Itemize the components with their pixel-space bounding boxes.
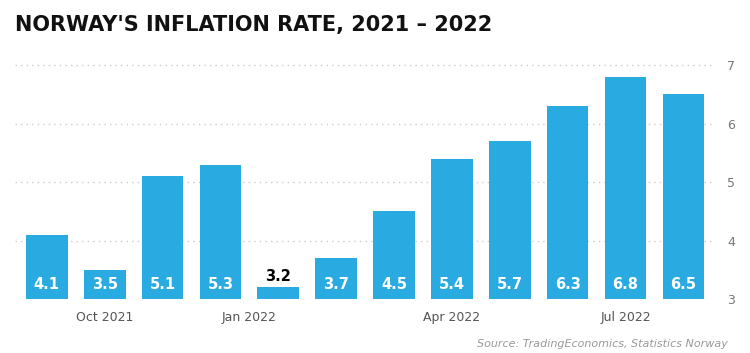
Bar (142, 176, 184, 353)
Bar (489, 141, 530, 353)
Text: 5.1: 5.1 (149, 277, 176, 292)
Text: 4.1: 4.1 (34, 277, 60, 292)
Text: 6.3: 6.3 (555, 277, 580, 292)
Text: 5.3: 5.3 (208, 277, 233, 292)
Bar (431, 159, 472, 353)
Text: 6.5: 6.5 (670, 277, 696, 292)
Text: 3.2: 3.2 (266, 269, 291, 284)
Bar (374, 211, 415, 353)
Text: 4.5: 4.5 (381, 277, 407, 292)
Bar (547, 106, 589, 353)
Bar (604, 77, 646, 353)
Bar (200, 164, 242, 353)
Text: 3.5: 3.5 (92, 277, 118, 292)
Text: 6.8: 6.8 (613, 277, 638, 292)
Bar (257, 287, 299, 353)
Text: 3.7: 3.7 (323, 277, 349, 292)
Bar (315, 258, 357, 353)
Bar (84, 270, 125, 353)
Bar (26, 235, 68, 353)
Bar (662, 95, 704, 353)
Text: 5.4: 5.4 (439, 277, 465, 292)
Text: Source: TradingEconomics, Statistics Norway: Source: TradingEconomics, Statistics Nor… (477, 340, 728, 349)
Text: NORWAY'S INFLATION RATE, 2021 – 2022: NORWAY'S INFLATION RATE, 2021 – 2022 (15, 15, 492, 35)
Text: 5.7: 5.7 (496, 277, 523, 292)
